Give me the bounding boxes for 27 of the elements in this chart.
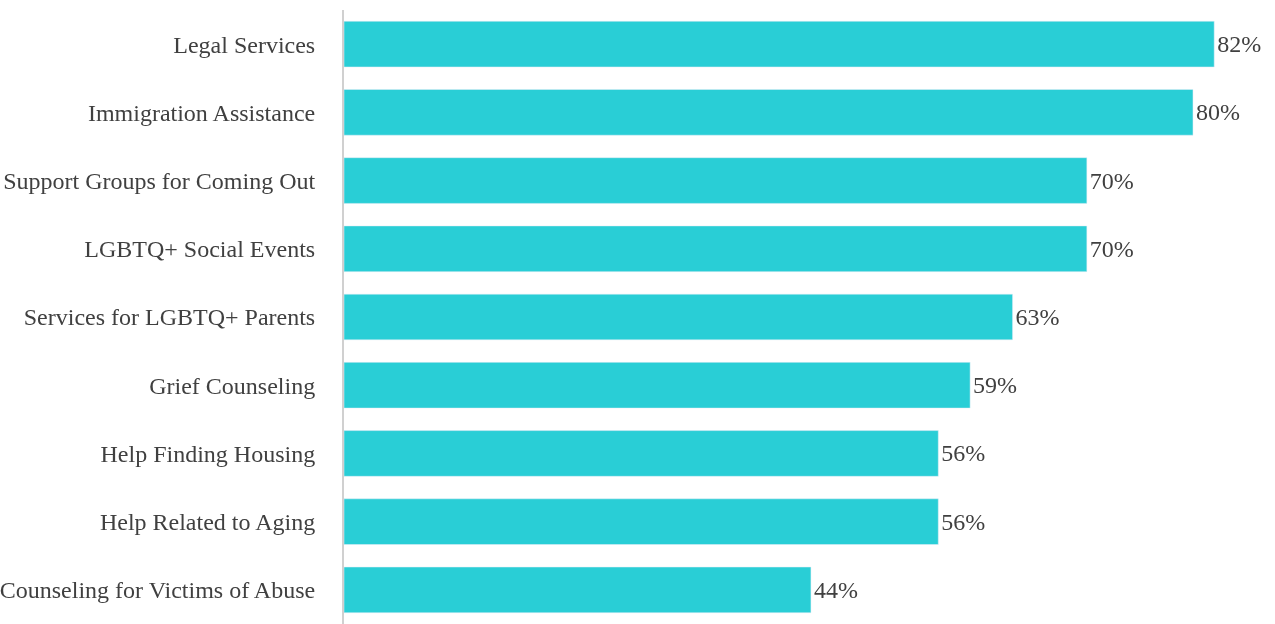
y-tick-label: Counseling for Victims of Abuse xyxy=(0,577,316,604)
bar xyxy=(344,21,1215,68)
bar xyxy=(344,225,1088,272)
data-label: 59% xyxy=(973,372,1018,399)
data-label: 82% xyxy=(1217,31,1262,58)
data-label: 63% xyxy=(1015,304,1060,330)
data-label: 70% xyxy=(1089,235,1134,262)
y-tick-label: Immigration Assistance xyxy=(87,99,316,126)
y-tick-label: LGBTQ+ Social Events xyxy=(84,236,316,263)
bar xyxy=(344,430,939,477)
y-tick-label: Services for LGBTQ+ Parents xyxy=(23,304,316,331)
data-label: 80% xyxy=(1195,99,1240,126)
y-tick-label: Support Groups for Coming Out xyxy=(3,167,316,194)
bar xyxy=(344,157,1088,204)
bar xyxy=(344,89,1194,136)
bar xyxy=(344,498,939,545)
y-tick-label: Help Related to Aging xyxy=(99,509,316,536)
y-tick-label: Help Finding Housing xyxy=(100,440,316,467)
y-tick-label: Legal Services xyxy=(173,31,316,58)
data-label: 44% xyxy=(813,576,858,603)
bar xyxy=(344,293,1013,341)
bar xyxy=(344,362,971,409)
data-label: 70% xyxy=(1089,167,1134,194)
y-tick-label: Grief Counseling xyxy=(149,372,316,399)
bar xyxy=(344,566,812,613)
data-label: 56% xyxy=(941,440,986,467)
data-label: 56% xyxy=(941,508,986,535)
